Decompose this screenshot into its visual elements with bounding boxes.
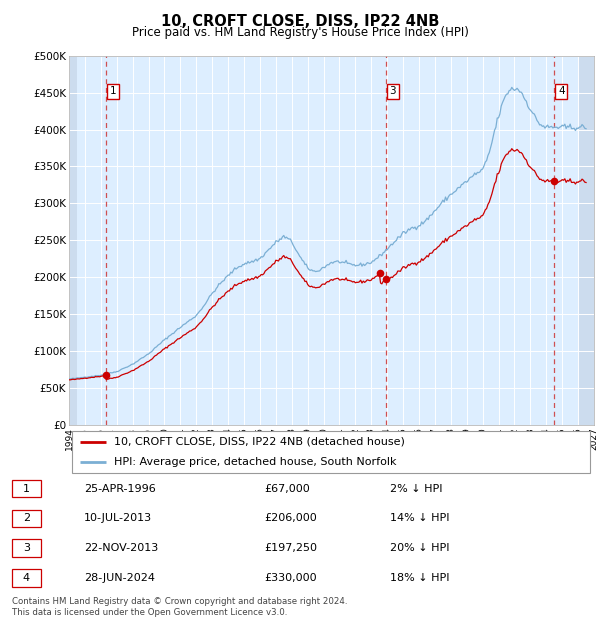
Text: Contains HM Land Registry data © Crown copyright and database right 2024.
This d: Contains HM Land Registry data © Crown c… <box>12 598 347 617</box>
Text: 1: 1 <box>23 484 30 494</box>
Text: £67,000: £67,000 <box>264 484 310 494</box>
Text: £197,250: £197,250 <box>264 543 317 553</box>
Text: 10, CROFT CLOSE, DISS, IP22 4NB (detached house): 10, CROFT CLOSE, DISS, IP22 4NB (detache… <box>113 436 404 447</box>
Text: £330,000: £330,000 <box>264 573 317 583</box>
Text: 18% ↓ HPI: 18% ↓ HPI <box>390 573 449 583</box>
Text: 14% ↓ HPI: 14% ↓ HPI <box>390 513 449 523</box>
Bar <box>69 56 77 425</box>
Text: 3: 3 <box>389 86 396 96</box>
Text: 2% ↓ HPI: 2% ↓ HPI <box>390 484 443 494</box>
Text: 10-JUL-2013: 10-JUL-2013 <box>84 513 152 523</box>
Text: £206,000: £206,000 <box>264 513 317 523</box>
Text: 28-JUN-2024: 28-JUN-2024 <box>84 573 155 583</box>
Text: HPI: Average price, detached house, South Norfolk: HPI: Average price, detached house, Sout… <box>113 457 396 467</box>
Text: 1: 1 <box>110 86 116 96</box>
Text: 20% ↓ HPI: 20% ↓ HPI <box>390 543 449 553</box>
Bar <box>578 56 600 425</box>
Text: 2: 2 <box>23 513 30 523</box>
Text: Price paid vs. HM Land Registry's House Price Index (HPI): Price paid vs. HM Land Registry's House … <box>131 26 469 39</box>
Text: 10, CROFT CLOSE, DISS, IP22 4NB: 10, CROFT CLOSE, DISS, IP22 4NB <box>161 14 439 29</box>
FancyBboxPatch shape <box>71 432 590 472</box>
Text: 25-APR-1996: 25-APR-1996 <box>84 484 156 494</box>
Text: 3: 3 <box>23 543 30 553</box>
Text: 22-NOV-2013: 22-NOV-2013 <box>84 543 158 553</box>
Text: 4: 4 <box>558 86 565 96</box>
Text: 4: 4 <box>23 573 30 583</box>
